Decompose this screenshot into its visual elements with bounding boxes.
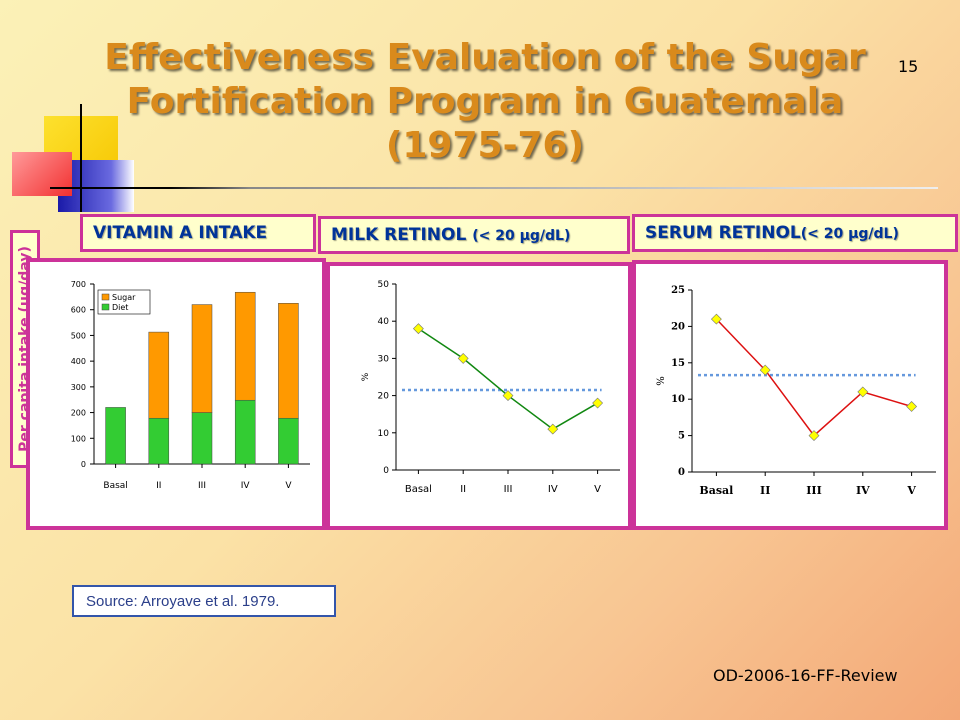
y-tick-label: 50 (378, 280, 390, 290)
y-tick-label: 25 (671, 285, 685, 296)
slide-title: Effectiveness Evaluation of the Sugar Fo… (104, 37, 866, 166)
data-point (857, 386, 869, 398)
y-tick-label: 300 (71, 383, 86, 392)
data-point (502, 390, 514, 402)
y-tick-label: 15 (671, 358, 685, 369)
bar-diet (278, 417, 299, 465)
data-point (412, 323, 424, 335)
slide-number: 15 (898, 57, 919, 76)
x-tick-label: IV (241, 481, 251, 491)
y-tick-label: 500 (71, 331, 86, 340)
decor-red-square (12, 152, 72, 196)
bar-sugar (234, 291, 256, 401)
y-tick-label: 0 (81, 460, 86, 469)
bar-sugar (148, 331, 170, 419)
x-tick-label: V (906, 484, 916, 497)
legend-swatch-sugar (101, 293, 110, 301)
y-tick-label: 20 (671, 321, 685, 332)
vitamin-a-header-text: VITAMIN A INTAKE (93, 223, 268, 243)
source-citation: Source: Arroyave et al. 1979. (72, 585, 336, 617)
data-point (759, 364, 771, 376)
y-tick-label: 0 (678, 467, 685, 478)
y-tick-label: 40 (378, 317, 390, 327)
bar-sugar (278, 303, 299, 419)
y-tick-label: 10 (378, 429, 390, 439)
serum-retinol-unit: (< 20 µg/dL) (800, 226, 899, 242)
milk-retinol-unit: (< 20 µg/dL) (472, 228, 571, 244)
legend-label-sugar: Sugar (112, 293, 136, 302)
y-axis-label: % (656, 376, 667, 386)
series-line (417, 328, 598, 430)
bar-diet (148, 417, 170, 465)
data-point (592, 397, 604, 409)
x-tick-label: IV (856, 484, 870, 497)
bar-diet (234, 399, 256, 465)
x-tick-label: Basal (405, 484, 432, 495)
milk-retinol-chart-panel: 0 10 20 30 40 50% Basal II III IV V (326, 262, 632, 530)
x-tick-label: V (285, 481, 292, 491)
serum-retinol-header: SERUM RETINOL(< 20 µg/dL) (632, 214, 958, 252)
y-tick-label: 0 (383, 466, 389, 476)
serum-retinol-header-text: SERUM RETINOL (645, 223, 801, 243)
data-point (457, 352, 469, 364)
y-tick-label: 20 (378, 392, 390, 402)
x-tick-label: II (460, 484, 466, 495)
x-tick-label: III (806, 484, 821, 497)
y-tick-label: 400 (71, 357, 86, 366)
bar-diet (105, 407, 126, 465)
y-tick-label: 100 (71, 434, 86, 443)
milk-retinol-header: MILK RETINOL (< 20 µg/dL) (318, 216, 630, 254)
x-tick-label: II (760, 484, 770, 497)
source-citation-text: Source: Arroyave et al. 1979. (86, 593, 280, 610)
y-tick-label: 5 (678, 431, 685, 442)
x-tick-label: Basal (699, 484, 733, 497)
y-tick-label: 10 (671, 394, 685, 405)
x-tick-label: IV (548, 484, 558, 495)
bar-sugar (191, 304, 213, 413)
vitamin-a-header: VITAMIN A INTAKE (80, 214, 316, 252)
data-point (906, 401, 918, 412)
x-tick-label: III (504, 484, 513, 495)
x-tick-label: Basal (103, 481, 127, 491)
x-tick-label: V (594, 484, 601, 495)
decor-vertical-line (80, 104, 82, 212)
y-tick-label: 700 (71, 280, 86, 289)
y-tick-label: 600 (71, 306, 86, 315)
milk-retinol-header-text: MILK RETINOL (331, 225, 473, 245)
data-point (808, 430, 820, 442)
series-line (715, 318, 912, 437)
bar-diet (191, 412, 213, 465)
y-tick-label: 200 (71, 409, 86, 418)
legend-label-diet: Diet (112, 303, 128, 312)
decor-horizontal-line (50, 187, 938, 189)
data-point (547, 423, 559, 435)
serum-retinol-chart-panel: 0 5 10 15 20 25% Basal II III IV V (632, 260, 948, 530)
vitamin-a-chart-panel: 0 100 200 300 400 500 600 700 Basal II III IV V Sugar… (26, 258, 326, 530)
x-tick-label: II (156, 481, 161, 491)
x-tick-label: III (198, 481, 206, 491)
y-axis-label: % (361, 372, 371, 381)
footer-code: OD-2006-16-FF-Review (713, 666, 898, 685)
y-tick-label: 30 (378, 354, 390, 364)
data-point (710, 313, 722, 325)
legend-swatch-diet (101, 303, 110, 311)
